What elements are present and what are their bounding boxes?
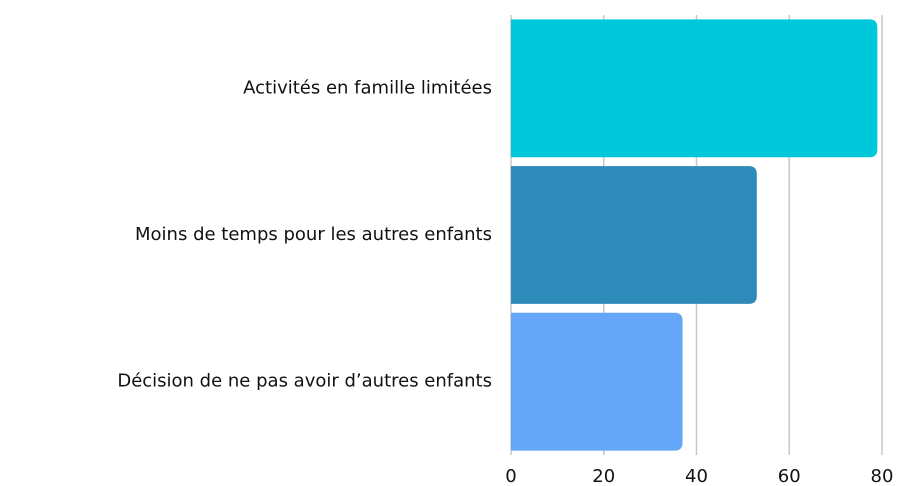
bar xyxy=(511,19,878,158)
y-tick-label: Décision de ne pas avoir d’autres enfant… xyxy=(117,371,492,392)
x-tick-label: 0 xyxy=(505,466,516,486)
x-tick-label: 60 xyxy=(778,466,801,486)
x-tick-label: 20 xyxy=(592,466,615,486)
y-tick-label: Moins de temps pour les autres enfants xyxy=(135,224,492,245)
y-tick-label: Activités en famille limitées xyxy=(243,77,492,98)
bar xyxy=(511,312,683,451)
bar xyxy=(511,166,757,304)
x-tick-label: 40 xyxy=(685,466,708,486)
x-tick-label: 80 xyxy=(871,466,894,486)
